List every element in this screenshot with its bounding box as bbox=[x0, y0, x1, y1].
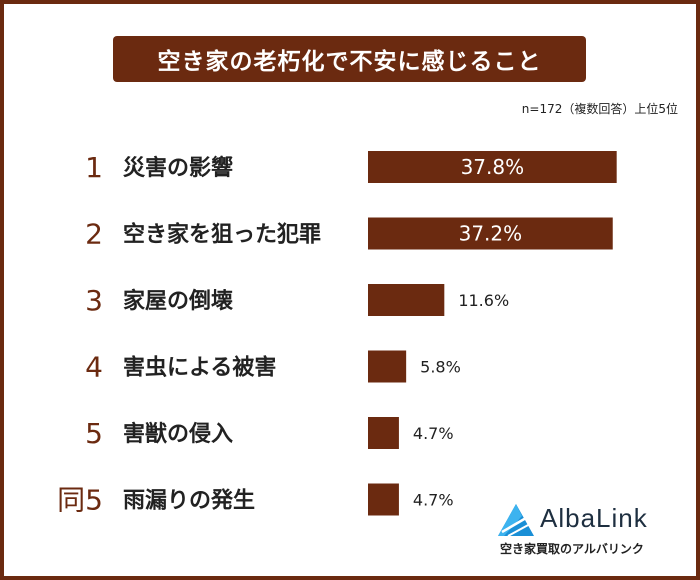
rank-label: 3 bbox=[85, 284, 103, 317]
rank-label: 1 bbox=[85, 151, 103, 184]
logo-tagline: 空き家買取のアルバリンク bbox=[500, 542, 644, 556]
rank-label: 同5 bbox=[57, 484, 103, 517]
bar bbox=[368, 350, 407, 383]
bar bbox=[368, 483, 399, 516]
category-label: 害獣の侵入 bbox=[123, 421, 233, 447]
category-label: 災害の影響 bbox=[123, 155, 233, 181]
value-label: 37.8% bbox=[461, 155, 525, 179]
bar bbox=[368, 284, 445, 316]
albalink-logo: AlbaLink 空き家買取のアルバリンク bbox=[496, 500, 686, 560]
bar bbox=[368, 417, 399, 449]
rank-label: 5 bbox=[85, 417, 103, 450]
value-label: 4.7% bbox=[413, 491, 454, 510]
rank-label: 2 bbox=[85, 218, 103, 251]
value-label: 11.6% bbox=[458, 291, 509, 310]
bar bbox=[368, 217, 613, 250]
chart-title: 空き家の老朽化で不安に感じること bbox=[113, 36, 586, 82]
logo-wordmark: AlbaLink bbox=[540, 503, 648, 533]
category-label: 家屋の倒壊 bbox=[123, 288, 234, 314]
value-label: 5.8% bbox=[420, 358, 461, 377]
bar bbox=[368, 151, 617, 183]
category-label: 害虫による被害 bbox=[123, 355, 276, 381]
category-label: 雨漏りの発生 bbox=[123, 488, 255, 514]
logo-mark-icon bbox=[498, 504, 534, 537]
category-label: 空き家を狙った犯罪 bbox=[123, 222, 321, 248]
value-label: 4.7% bbox=[413, 424, 454, 443]
sample-note: n=172（複数回答）上位5位 bbox=[521, 102, 678, 116]
value-label: 37.2% bbox=[459, 222, 523, 246]
rank-label: 4 bbox=[85, 351, 103, 384]
